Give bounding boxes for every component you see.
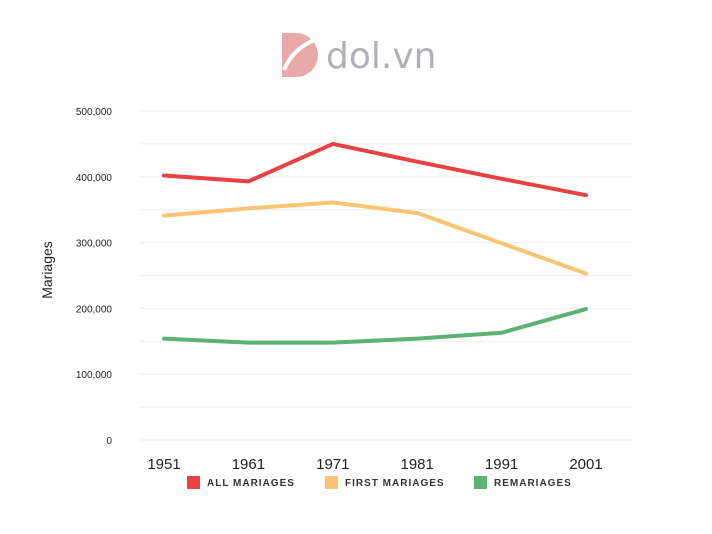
y-tick-label: 400,000 <box>76 173 113 184</box>
x-tick-label: 1981 <box>401 456 434 473</box>
legend-swatch <box>325 476 338 489</box>
x-tick-label: 1961 <box>232 456 265 473</box>
x-tick-label: 1951 <box>147 456 180 473</box>
legend-swatch <box>187 476 200 489</box>
x-tick-label: 1971 <box>316 456 349 473</box>
y-tick-label: 300,000 <box>76 239 113 250</box>
series-line <box>162 307 588 345</box>
logo-text: dol.vn <box>326 36 436 77</box>
y-tick-label: 0 <box>106 436 112 447</box>
y-tick-label: 500,000 <box>76 107 113 118</box>
series-line <box>162 200 588 276</box>
x-tick-label: 1991 <box>485 456 518 473</box>
y-tick-label: 200,000 <box>76 304 113 315</box>
logo: dol.vn <box>282 33 436 77</box>
legend-label: REMARIAGES <box>494 478 572 489</box>
legend-label: FIRST MARIAGES <box>345 478 445 489</box>
x-tick-label: 2001 <box>569 456 602 473</box>
y-tick-label: 100,000 <box>76 370 113 381</box>
y-axis-label: Mariages <box>39 241 55 299</box>
legend-label: ALL MARIAGES <box>207 478 295 489</box>
legend-swatch <box>474 476 487 489</box>
series-line <box>162 141 588 198</box>
